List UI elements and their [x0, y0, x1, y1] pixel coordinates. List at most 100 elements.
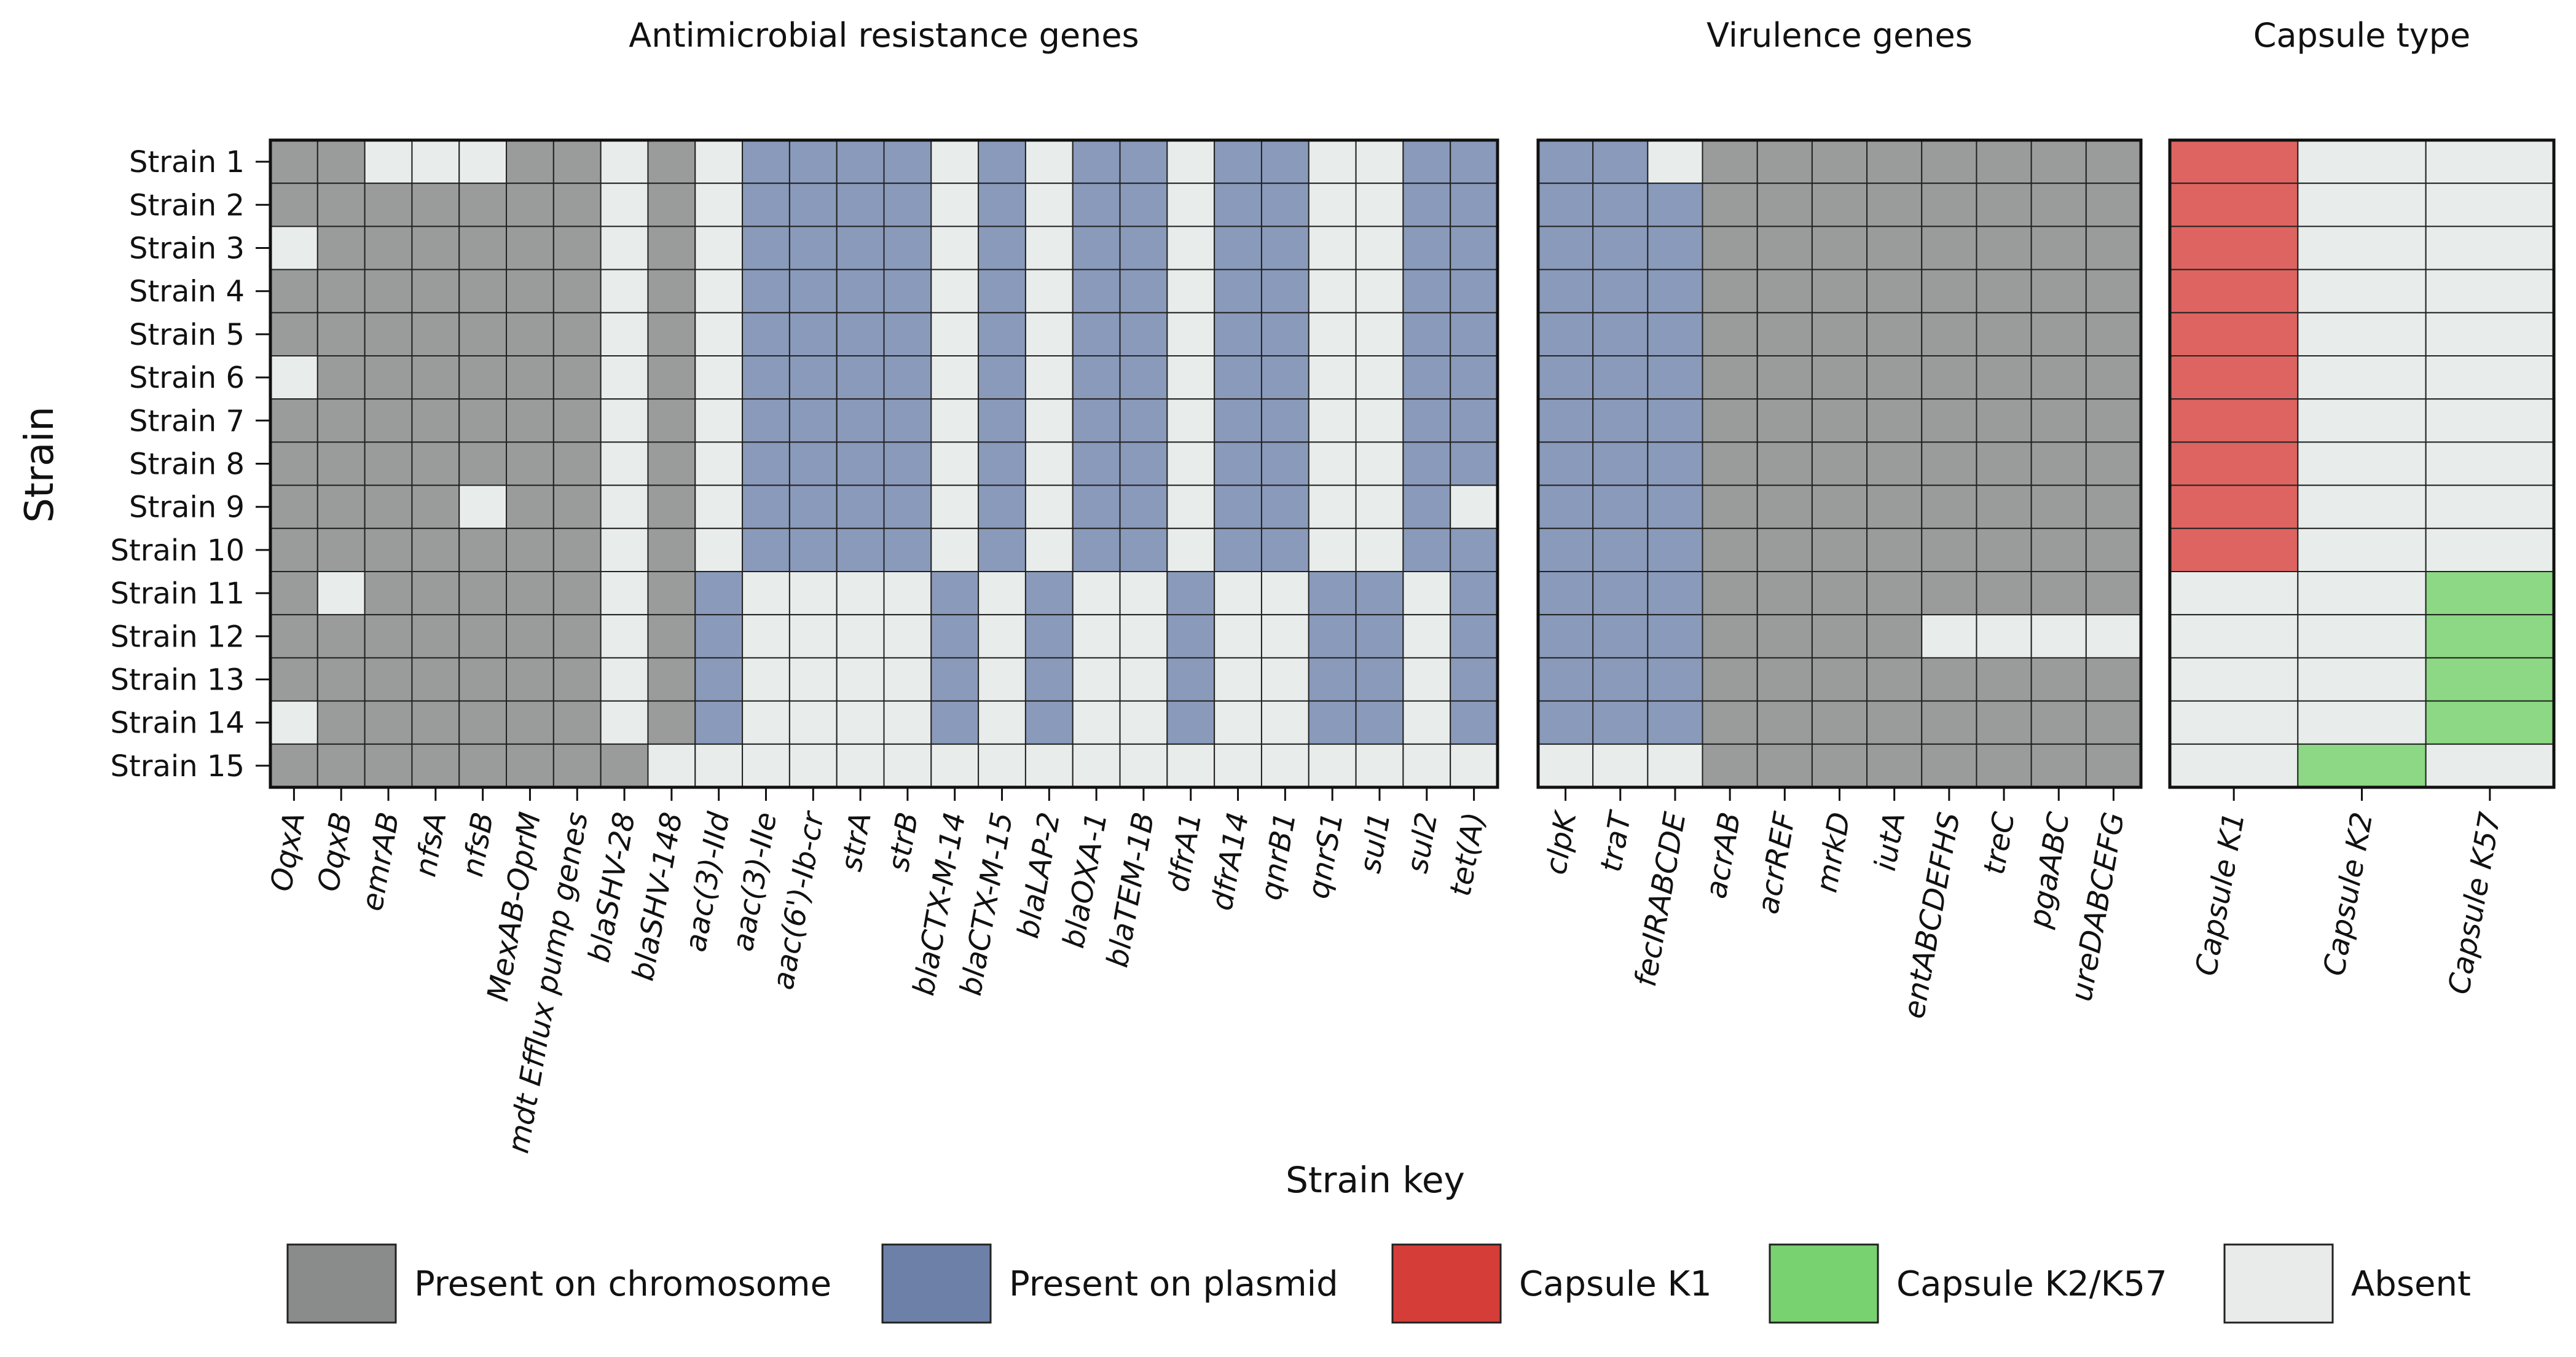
cell-strain-15-blalap-2 — [1024, 743, 1074, 789]
cell-strain-15-blactx-m-14 — [930, 743, 980, 789]
cell-strain-2-mrkd — [1811, 183, 1868, 227]
cell-strain-3-mdt-efflux-pump-genes — [552, 226, 602, 270]
cell-strain-9-pgaabc — [2030, 484, 2087, 529]
cell-strain-5-strb — [883, 312, 932, 356]
cell-strain-5-blatem-1b — [1119, 312, 1168, 356]
cell-strain-13-blashv-148 — [647, 657, 696, 702]
cell-strain-7-blashv-148 — [647, 398, 696, 443]
cell-strain-10-dfra1 — [1166, 527, 1215, 572]
row-label-strain-4: Strain 4 — [129, 275, 245, 309]
cell-strain-8-capsule-k1 — [2169, 441, 2299, 486]
cell-strain-10-blaoxa-1 — [1072, 527, 1121, 572]
legend-label-capsule-k1: Capsule K1 — [1519, 1264, 1712, 1304]
panel-title: Virulence genes — [1706, 16, 1973, 55]
cell-strain-3-blaoxa-1 — [1072, 226, 1121, 270]
cell-strain-1-fecirabcde — [1647, 140, 1703, 184]
heatmap-panels: Antimicrobial resistance genes OqxA OqxBem… — [264, 16, 2556, 1156]
cell-strain-3-qnrs1 — [1308, 226, 1357, 270]
cell-strain-15-emrab — [364, 743, 413, 789]
cell-strain-7-uredabcefg — [2085, 398, 2142, 443]
cell-strain-9-qnrb1 — [1260, 484, 1310, 529]
cell-strain-10-nfsa — [411, 527, 460, 572]
cell-strain-6-acrab — [1702, 355, 1758, 400]
cell-strain-9-blashv-148 — [647, 484, 696, 529]
cell-strain-10-aac-3-iie — [742, 527, 790, 572]
cell-strain-11-oqxb — [316, 571, 366, 616]
cell-strain-3-sul1 — [1355, 226, 1404, 270]
cell-strain-15-oqxb — [316, 743, 366, 789]
row-label-strain-14: Strain 14 — [110, 706, 245, 741]
cell-strain-9-sul1 — [1355, 484, 1404, 529]
cell-strain-6-dfra14 — [1214, 355, 1262, 400]
cell-strain-4-dfra14 — [1214, 269, 1262, 313]
cell-strain-3-qnrb1 — [1260, 226, 1310, 270]
cell-strain-2-capsule-k57 — [2425, 183, 2555, 227]
cell-strain-4-mrkd — [1811, 269, 1868, 313]
cell-strain-15-aac-6-ib-cr — [788, 743, 838, 789]
cell-strain-14-acrab — [1702, 700, 1758, 745]
cell-strain-2-blalap-2 — [1024, 183, 1074, 227]
cell-strain-1-trat — [1592, 140, 1649, 184]
cell-strain-14-sul1 — [1355, 700, 1404, 745]
cell-strain-11-oqxa — [270, 571, 318, 616]
cell-strain-7-dfra14 — [1214, 398, 1262, 443]
cell-strain-6-dfra1 — [1166, 355, 1215, 400]
cell-strain-3-pgaabc — [2030, 226, 2087, 270]
cell-strain-13-trec — [1976, 657, 2032, 702]
cell-strain-11-blalap-2 — [1024, 571, 1074, 616]
column-label-iuta: iutA — [1868, 809, 1912, 873]
cell-strain-7-capsule-k2 — [2297, 398, 2427, 443]
column-label-pgaabc: pgaABC — [2022, 809, 2076, 931]
cell-strain-4-acrref — [1756, 269, 1813, 313]
column-label-dfra14: dfrA14 — [1204, 809, 1255, 913]
cell-strain-3-blactx-m-15 — [978, 226, 1026, 270]
cell-strain-4-stra — [836, 269, 885, 313]
cell-strain-10-oqxb — [316, 527, 366, 572]
column-label-oqxb: OqxB — [311, 809, 359, 894]
cell-strain-6-blactx-m-14 — [930, 355, 980, 400]
cell-strain-8-blashv-148 — [647, 441, 696, 486]
cell-strain-11-acrref — [1756, 571, 1813, 616]
cell-strain-8-blactx-m-14 — [930, 441, 980, 486]
cell-strain-2-blactx-m-15 — [978, 183, 1026, 227]
cell-strain-4-qnrs1 — [1308, 269, 1357, 313]
cell-strain-14-dfra1 — [1166, 700, 1215, 745]
cell-strain-6-mrkd — [1811, 355, 1868, 400]
cell-strain-1-aac-3-iie — [742, 140, 790, 184]
cell-strain-9-aac-3-iie — [742, 484, 790, 529]
cell-strain-8-capsule-k57 — [2425, 441, 2555, 486]
cell-strain-9-emrab — [364, 484, 413, 529]
cell-strain-6-clpk — [1537, 355, 1594, 400]
cell-strain-15-blashv-148 — [647, 743, 696, 789]
cell-strain-5-pgaabc — [2030, 312, 2087, 356]
cell-strain-13-capsule-k1 — [2169, 657, 2299, 702]
cell-strain-1-blashv-28 — [600, 140, 649, 184]
cell-strain-13-oqxb — [316, 657, 366, 702]
cell-strain-8-aac-3-iid — [694, 441, 744, 486]
cell-strain-15-aac-3-iid — [694, 743, 744, 789]
cell-strain-8-blactx-m-15 — [978, 441, 1026, 486]
cell-strain-8-stra — [836, 441, 885, 486]
cell-strain-5-mrkd — [1811, 312, 1868, 356]
cell-strain-3-dfra1 — [1166, 226, 1215, 270]
cell-strain-3-sul2 — [1402, 226, 1451, 270]
column-label-clpk: clpK — [1539, 808, 1584, 877]
cell-strain-1-blalap-2 — [1024, 140, 1074, 184]
cell-strain-11-emrab — [364, 571, 413, 616]
column-label-trec: treC — [1977, 809, 2022, 877]
cell-strain-1-dfra14 — [1214, 140, 1262, 184]
cell-strain-2-oqxb — [316, 183, 366, 227]
cell-strain-11-pgaabc — [2030, 571, 2087, 616]
cell-strain-10-nfsb — [458, 527, 508, 572]
cell-strain-6-capsule-k57 — [2425, 355, 2555, 400]
cell-strain-7-trec — [1976, 398, 2032, 443]
cell-strain-14-aac-6-ib-cr — [788, 700, 838, 745]
cell-strain-7-oqxa — [270, 398, 318, 443]
cell-strain-7-sul1 — [1355, 398, 1404, 443]
cell-strain-3-aac-3-iid — [694, 226, 744, 270]
cell-strain-11-blactx-m-14 — [930, 571, 980, 616]
cell-strain-2-fecirabcde — [1647, 183, 1703, 227]
cell-strain-14-aac-3-iid — [694, 700, 744, 745]
cell-strain-1-iuta — [1866, 140, 1923, 184]
